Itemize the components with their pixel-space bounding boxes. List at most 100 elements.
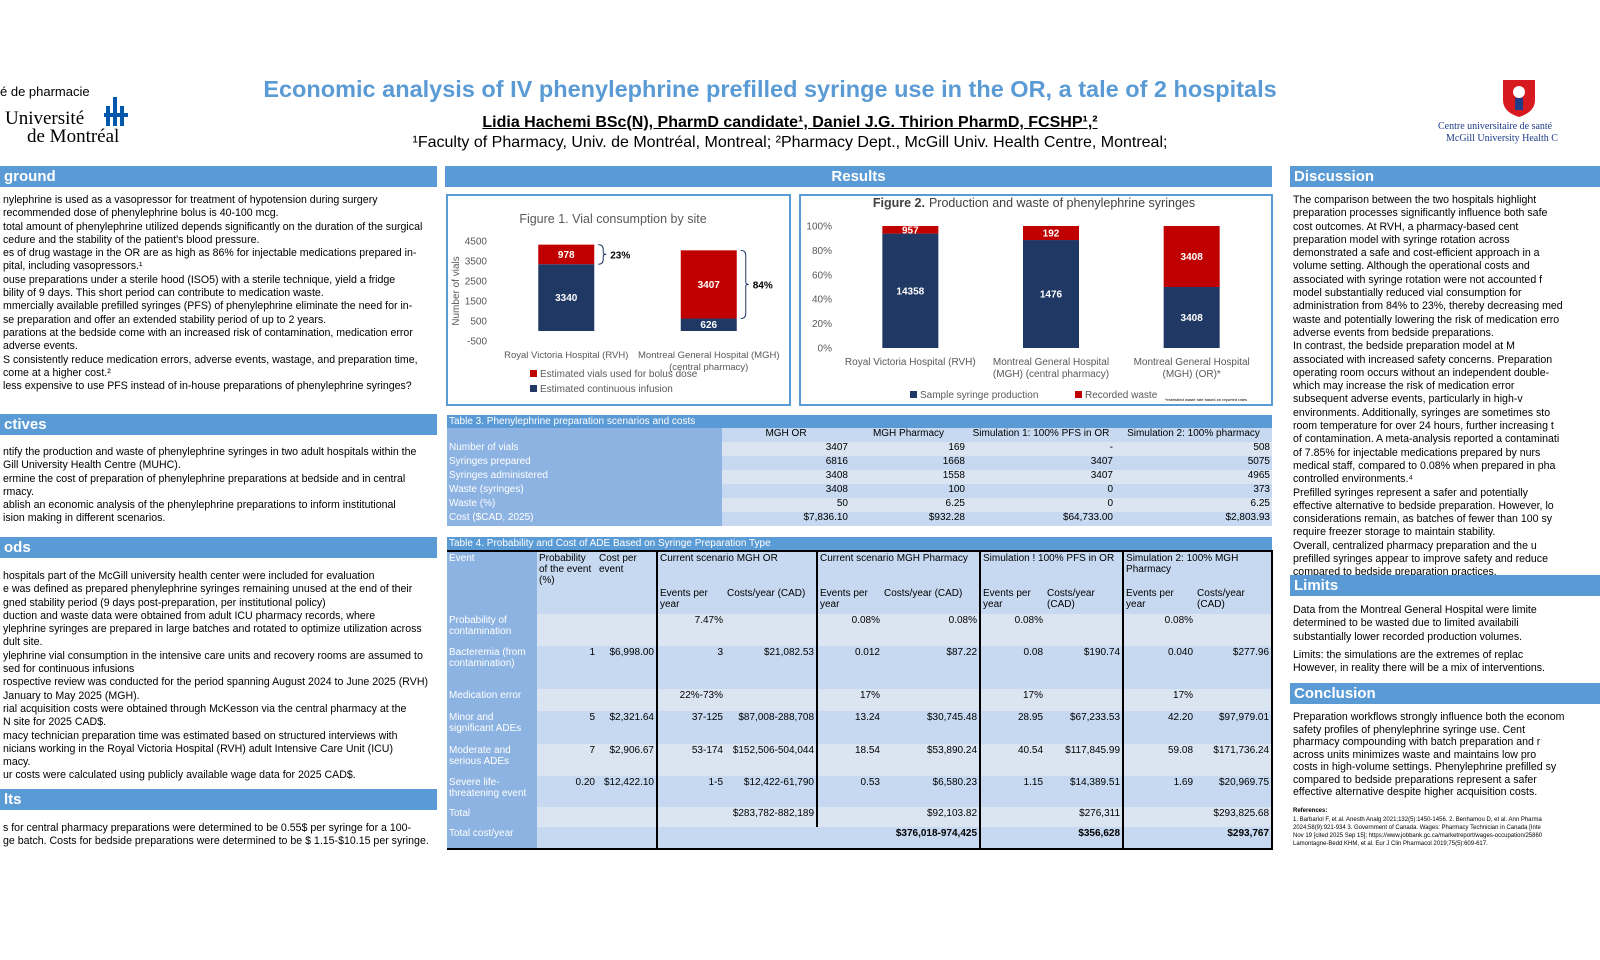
table-cell: 17% — [1122, 689, 1196, 711]
row-label: Probability of contamination — [447, 614, 537, 646]
reference-line: 1. Barbariol F, et al. Anesth Analg 2021… — [1293, 817, 1542, 823]
row-label: Cost ($CAD, 2025) — [447, 512, 722, 526]
text-line: room temperature for over 24 hours, furt… — [1293, 420, 1554, 433]
table-cell: 6.25 — [1115, 498, 1272, 512]
annotation: 23% — [610, 250, 630, 261]
affiliations: ¹Faculty of Pharmacy, Univ. de Montréal,… — [412, 134, 1168, 151]
table-cell — [725, 689, 817, 711]
table-row: Cost ($CAD, 2025) $7,836.10 $932.28 $64,733… — [447, 512, 1272, 526]
text-line: operating room occurs without an indepen… — [1293, 366, 1550, 379]
references-heading: References: — [1293, 808, 1328, 814]
data-label: 978 — [558, 250, 575, 261]
chart-title: Figure 1. Vial consumption by site — [519, 212, 706, 226]
table-row: Syringes administered 3408 1558 3407 4965 — [447, 470, 1272, 484]
text-line: effective alternative despite higher acq… — [1293, 786, 1538, 798]
text-line: Gill University Health Centre (MUHC). — [3, 459, 181, 472]
table-cell: $171,736.24 — [1195, 744, 1273, 776]
bar-segment — [538, 244, 595, 265]
bar-segment — [882, 226, 939, 234]
table-3: Table 3. Phenylephrine preparation scena… — [447, 415, 1272, 526]
table-cell: 5 — [537, 711, 597, 744]
table-cell: 0.08% — [1122, 614, 1196, 646]
subheader-cell: Events per year — [1122, 587, 1196, 614]
text-line: mmercially available prefilled syringes … — [3, 300, 413, 313]
section-text: The comparison between the two hospitals… — [1293, 194, 1600, 580]
text-line: S consistently reduce medication errors,… — [3, 353, 418, 366]
table-cell — [1195, 689, 1273, 711]
table-cell: 59.08 — [1122, 744, 1196, 776]
table-cell: $12,422-61,790 — [725, 776, 817, 807]
table-cell: $97,979.01 — [1195, 711, 1273, 744]
table-cell: $2,803.93 — [1115, 512, 1272, 526]
chart-title: Figure 2. Production and waste of phenyle… — [873, 196, 1195, 210]
y-tick-label: 40% — [812, 295, 832, 306]
header-cell: Event — [447, 551, 537, 614]
row-label: Syringes prepared — [447, 456, 722, 470]
text-line: considerations remain, as batches of few… — [1293, 513, 1553, 526]
legend-swatch — [910, 391, 917, 398]
text-line: costs in high-volume settings. Phenyleph… — [1293, 761, 1557, 773]
text-line: ur costs were calculated using publicly … — [3, 769, 356, 782]
table-cell: $67,233.53 — [1045, 711, 1124, 744]
table-cell: 0.08% — [882, 614, 981, 646]
subheader-cell: Events per year — [979, 587, 1046, 614]
section-text: Data from the Montreal General Hospital … — [1293, 604, 1600, 680]
table-row: Probability of contamination 7.47% 0.08% 0.… — [447, 614, 1273, 646]
text-line: se preparation and offer an extended sta… — [3, 313, 327, 326]
table-cell: 1.69 — [1122, 776, 1196, 807]
table-cell: $92,103.82 — [882, 807, 981, 827]
text-line: January to May 2025 (MGH). — [3, 689, 140, 702]
text-line: ermine the cost of preparation of phenyl… — [3, 472, 406, 485]
text-line: dult site. — [3, 636, 43, 649]
table-cell: $53,890.24 — [882, 744, 981, 776]
row-label: Waste (%) — [447, 498, 722, 512]
text-line: rmacy. — [3, 485, 34, 498]
text-line: ntify the production and waste of phenyl… — [3, 446, 417, 458]
poster-title: Economic analysis of IV phenylephrine pr… — [263, 76, 1277, 102]
text-line: Prefilled syringes represent a safer and… — [1293, 486, 1528, 499]
table-cell: 5075 — [1115, 456, 1272, 470]
text-line: less expensive to use PFS instead of in-… — [3, 380, 412, 393]
table-title: Table 4. Probability and Cost of ADE Bas… — [447, 537, 1272, 550]
data-label: 626 — [700, 320, 717, 331]
legend-label: Estimated vials used for bolus dose — [540, 369, 698, 380]
chart-title-label: Figure 2. — [873, 196, 925, 210]
text-line: associated with syringe rotation were no… — [1293, 273, 1543, 286]
table-row: Minor and significant ADEs 5 $2,321.64 37-1… — [447, 711, 1273, 744]
y-tick-label: -500 — [467, 337, 487, 348]
section-heading: Limits — [1290, 575, 1600, 596]
row-label: Moderate and serious ADEs — [447, 744, 537, 776]
table-cell: 0.08% — [979, 614, 1046, 646]
table-cell: 7 — [537, 744, 597, 776]
header-cell: Simulation 2: 100% pharmacy — [1115, 428, 1272, 442]
section-text: nylephrine is used as a vasopressor for … — [3, 194, 437, 393]
data-label: 14358 — [896, 286, 924, 297]
table-cell: 50 — [722, 498, 850, 512]
header-cell: Probability of the event (%) — [537, 551, 597, 614]
text-line: Limits: the simulations are the extremes… — [1293, 648, 1524, 661]
text-line: which may increase the risk of medicatio… — [1293, 380, 1515, 393]
group-header: Simulation 2: 100% MGH Pharmacy — [1122, 551, 1273, 587]
table-cell: 13.24 — [816, 711, 882, 744]
table-row: Waste (syringes) 3408 100 0 373 — [447, 484, 1272, 498]
table-cell: $117,845.99 — [1045, 744, 1124, 776]
table-cell: $293,767 — [1122, 827, 1273, 849]
table-cell: 3407 — [967, 470, 1115, 484]
table-cell — [597, 689, 657, 711]
text-line: cedure and the stability of the patient'… — [3, 233, 260, 246]
muhc-name: McGill University Health C — [1446, 133, 1558, 144]
table-cell: 3 — [656, 646, 725, 689]
table-cell: 508 — [1115, 442, 1272, 456]
table-cell: 0 — [967, 484, 1115, 498]
table: Event Probability of the event (%) Cost pe… — [447, 550, 1274, 850]
table-cell — [1195, 614, 1273, 646]
section-text: hospitals part of the McGill university … — [3, 570, 437, 783]
text-line: environments. Additionally, syringes are… — [1293, 406, 1551, 419]
table-cell — [537, 807, 597, 827]
y-tick-label: 3500 — [465, 257, 488, 268]
table-cell: $293,825.68 — [1195, 807, 1273, 827]
y-tick-label: 20% — [812, 319, 832, 330]
text-line: associated with increased safety concern… — [1293, 353, 1553, 366]
table-cell: $7,836.10 — [722, 512, 850, 526]
